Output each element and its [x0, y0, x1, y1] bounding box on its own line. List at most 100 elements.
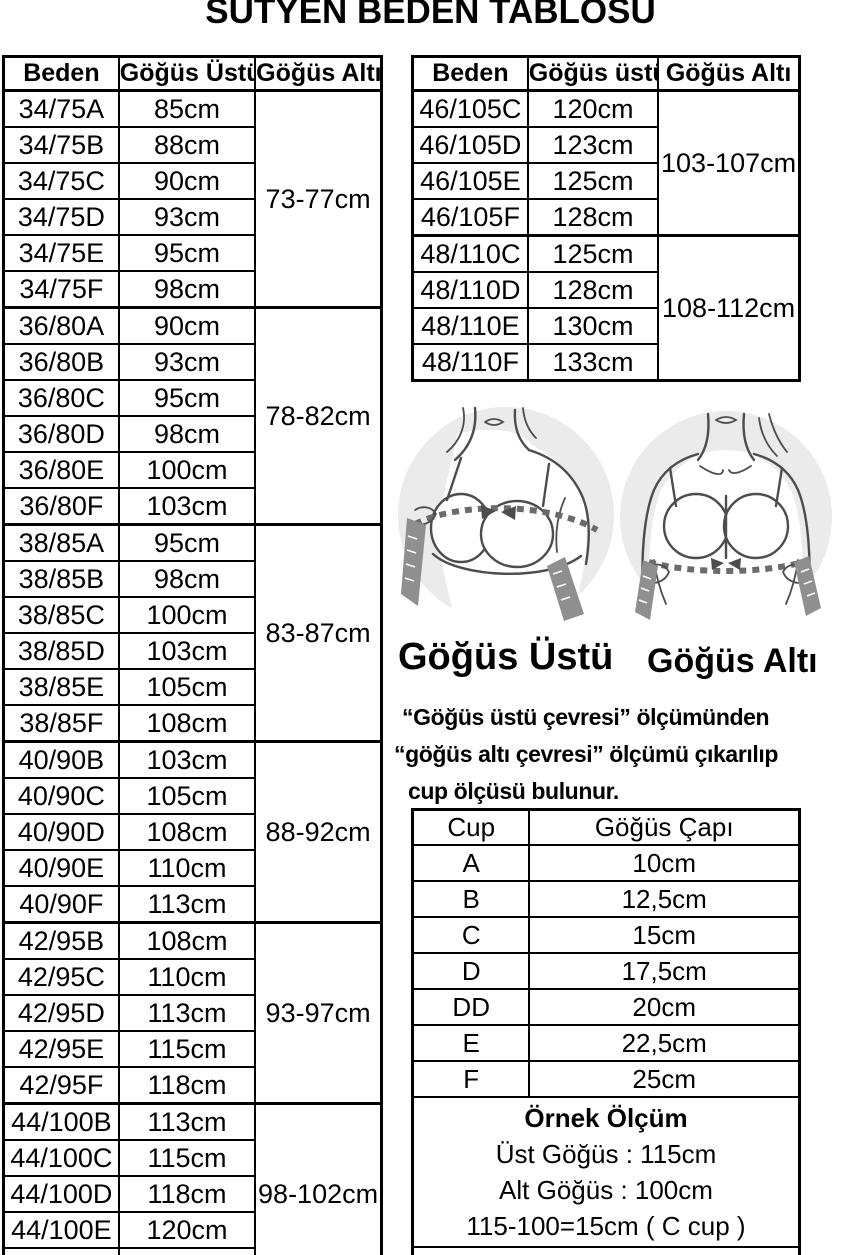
bust-cell: 108cm — [117, 921, 257, 960]
underbust-band-cell: 88-92cm — [254, 740, 383, 924]
header-gogus-alti: Göğüs Altı — [254, 55, 383, 92]
header-gogus-capi: Göğüs Çapı — [528, 808, 801, 846]
table-row: 36/80E 100cm — [2, 451, 382, 489]
cup-cell: A — [411, 844, 531, 882]
beden-cell: 46/105E — [411, 162, 529, 200]
bust-cell: 93cm — [117, 343, 257, 381]
table-row: 44/100D 118cm — [2, 1175, 382, 1213]
table-row: 48/110F 133cm — [411, 343, 800, 382]
beden-cell: 48/110E — [411, 307, 529, 345]
beden-cell: 36/80D — [2, 415, 120, 453]
beden-cell: 40/90C — [2, 777, 120, 815]
table-row: 42/95C 110cm — [2, 958, 382, 996]
bust-cell: 113cm — [117, 885, 257, 924]
beden-cell: 36/80E — [2, 451, 120, 489]
example-title: Örnek Ölçüm — [524, 1103, 688, 1133]
beden-cell: 34/75F — [2, 270, 120, 309]
diameter-cell: 20cm — [528, 988, 801, 1026]
beden-cell: 40/90D — [2, 813, 120, 851]
table-row: 42/95D 113cm — [2, 994, 382, 1032]
size-table-left: Beden Göğüs Üstü Göğüs Altı 34/75A 85cm 73… — [2, 55, 383, 1255]
table-row: 44/100F122cm — [2, 1247, 382, 1255]
beden-cell: 44/100D — [2, 1175, 120, 1213]
diameter-cell: 10cm — [528, 844, 801, 882]
beden-cell: 48/110D — [411, 271, 529, 309]
beden-cell: 42/95B — [2, 921, 120, 960]
beden-cell: 46/105D — [411, 126, 529, 164]
cup-cell: F — [411, 1060, 531, 1098]
table-header-row: Cup Göğüs Çapı — [411, 808, 801, 846]
beden-cell: 36/80A — [2, 306, 120, 345]
bust-cell: 95cm — [117, 234, 257, 272]
bust-cell: 98cm — [117, 270, 257, 309]
bust-cell: 100cm — [117, 596, 257, 634]
table-row: 36/80B 93cm — [2, 343, 382, 381]
bust-cell: 90cm — [117, 162, 257, 200]
bust-cell: 118cm — [117, 1175, 257, 1213]
underbust-band-cell: 83-87cm — [254, 523, 383, 743]
header-gogus-ustu: Göğüs Üstü — [117, 55, 257, 92]
table-row: 44/100C 115cm — [2, 1139, 382, 1177]
size-table-right: Beden Göğüs üstü Göğüs Altı 46/105C 120cm… — [411, 55, 801, 382]
example-measurement-cell: Örnek Ölçüm Üst Göğüs : 115cm Alt Göğüs … — [411, 1096, 801, 1248]
diameter-cell: 17,5cm — [528, 952, 801, 990]
beden-cell: 48/110C — [411, 234, 529, 273]
table-header-row: Beden Göğüs üstü Göğüs Altı — [411, 55, 801, 92]
beden-cell: 34/75E — [2, 234, 120, 272]
bust-cell: 128cm — [526, 271, 660, 309]
page-title: SÜTYEN BEDEN TABLOSU — [205, 0, 656, 31]
bust-cell: 118cm — [117, 1066, 257, 1105]
cup-cell: E — [411, 1024, 531, 1062]
table-row: 48/110D 128cm — [411, 271, 800, 309]
bust-cell: 105cm — [117, 777, 257, 815]
table-row: 46/105C 120cm 103-107cm — [411, 89, 801, 237]
table-row: 42/95F 118cm — [2, 1066, 382, 1105]
cup-cell: DD — [411, 988, 531, 1026]
bra-size-result-cell: Sütyen Bedeniniz : 44/100 C — [411, 1246, 801, 1255]
bust-cell: 105cm — [117, 668, 257, 706]
table-row: 38/85C 100cm — [2, 596, 382, 634]
note-line: “Göğüs üstü çevresi” ölçümünden — [402, 704, 770, 730]
header-beden: Beden — [411, 55, 529, 92]
underbust-band-cell: 98-102cm — [254, 1102, 383, 1255]
bust-cell: 108cm — [117, 813, 257, 851]
table-row: A 10cm — [411, 844, 801, 882]
table-row: 36/80C 95cm — [2, 379, 382, 417]
underbust-band-cell: 93-97cm — [254, 921, 383, 1105]
bust-cell: 85cm — [117, 89, 257, 128]
header-beden: Beden — [2, 55, 120, 92]
beden-cell: 44/100F — [2, 1247, 120, 1255]
beden-cell: 38/85D — [2, 632, 120, 670]
bust-cell: 110cm — [117, 958, 257, 996]
table-row: 36/80F 103cm — [2, 487, 382, 526]
example-line: 115-100=15cm ( C cup ) — [466, 1211, 746, 1241]
table-row: 34/75E 95cm — [2, 234, 382, 272]
bust-cell: 103cm — [117, 487, 257, 526]
table-row: B 12,5cm — [411, 880, 801, 918]
diameter-cell: 22,5cm — [528, 1024, 801, 1062]
bust-cell: 95cm — [117, 523, 257, 562]
bust-cell: 98cm — [117, 415, 257, 453]
underbust-band-cell: 78-82cm — [254, 306, 383, 526]
diameter-cell: 25cm — [528, 1060, 801, 1098]
overbust-measure-illustration — [398, 406, 614, 624]
bust-cell: 130cm — [526, 307, 660, 345]
header-cup: Cup — [411, 808, 531, 846]
beden-cell: 42/95C — [2, 958, 120, 996]
cup-size-table: Cup Göğüs Çapı A 10cm B 12,5cm C 15cm D 17,5… — [411, 808, 801, 1255]
table-row: 38/85F 108cm — [2, 704, 382, 743]
table-row: 38/85D 103cm — [2, 632, 382, 670]
table-row: 34/75F 98cm — [2, 270, 382, 309]
table-row: DD 20cm — [411, 988, 801, 1026]
table-row: E 22,5cm — [411, 1024, 801, 1062]
beden-cell: 42/95D — [2, 994, 120, 1032]
beden-cell: 38/85E — [2, 668, 120, 706]
header-gogus-alti: Göğüs Altı — [657, 55, 801, 92]
table-row: 48/110E 130cm — [411, 307, 800, 345]
beden-cell: 38/85F — [2, 704, 120, 743]
beden-cell: 46/105C — [411, 89, 529, 128]
header-gogus-ustu: Göğüs üstü — [526, 55, 660, 92]
cup-cell: B — [411, 880, 531, 918]
bust-cell: 113cm — [117, 1102, 257, 1141]
table-row: 40/90E 110cm — [2, 849, 382, 887]
